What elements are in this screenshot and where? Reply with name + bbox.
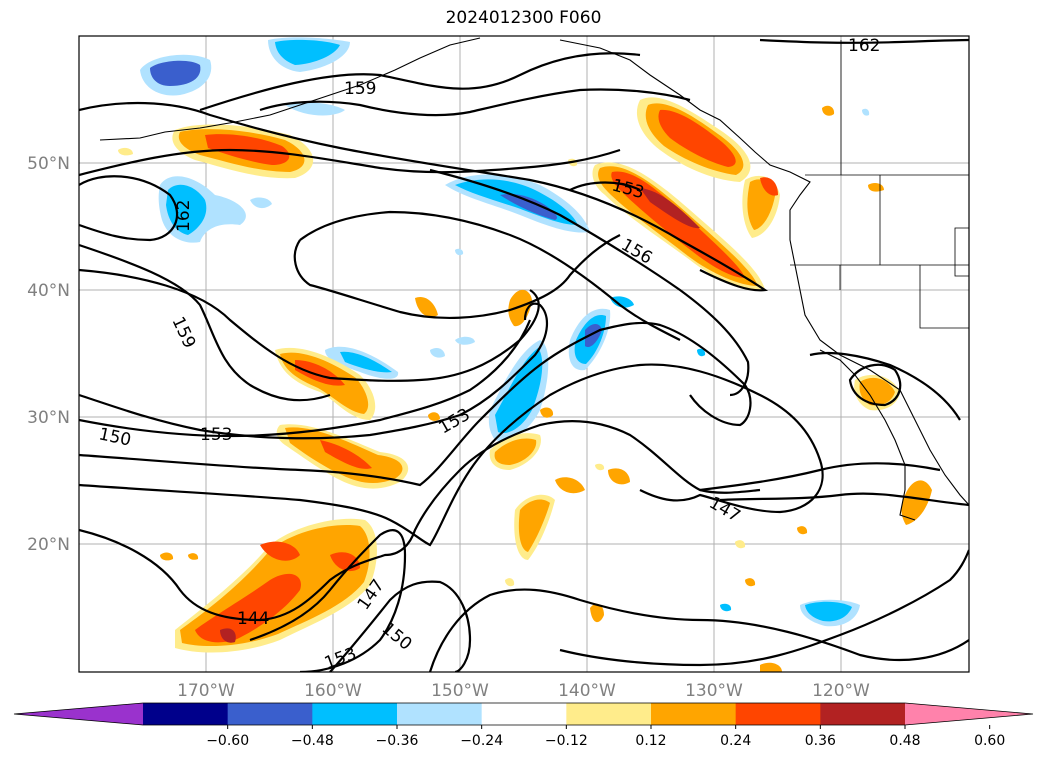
colorbar-extension-low bbox=[14, 703, 143, 725]
lat-label: 40°N bbox=[27, 281, 70, 301]
lon-label: 150°W bbox=[431, 681, 489, 701]
colorbar-segment bbox=[651, 703, 737, 725]
height-contours bbox=[79, 38, 969, 672]
colorbar-segment bbox=[227, 703, 313, 725]
colorbar-outline bbox=[13, 702, 1034, 726]
longitude-labels: 170°W 160°W 150°W 140°W 130°W 120°W bbox=[177, 681, 870, 701]
colorbar-segment bbox=[481, 703, 567, 725]
lon-label: 120°W bbox=[812, 681, 870, 701]
contour-label: 153 bbox=[200, 425, 232, 445]
colorbar-segment bbox=[312, 703, 398, 725]
lon-label: 140°W bbox=[558, 681, 616, 701]
colorbar-extension-high bbox=[905, 703, 1033, 725]
lon-label: 160°W bbox=[304, 681, 362, 701]
lat-label: 50°N bbox=[27, 154, 70, 174]
lon-label: 170°W bbox=[177, 681, 235, 701]
colorbar-tick-label: −0.48 bbox=[291, 733, 334, 749]
colorbar-segment bbox=[735, 703, 821, 725]
map-title: 2024012300 F060 bbox=[445, 8, 602, 28]
colorbar-tick-label: −0.12 bbox=[545, 733, 588, 749]
lon-label: 130°W bbox=[685, 681, 743, 701]
colorbar-tick-label: −0.24 bbox=[460, 733, 503, 749]
contour-label: 162 bbox=[174, 200, 194, 232]
colorbar-segment bbox=[820, 703, 906, 725]
colorbar-segment bbox=[143, 703, 229, 725]
colorbar-segment bbox=[397, 703, 483, 725]
colorbar: −0.60 −0.48 −0.36 −0.24 −0.12 0.12 0.24 0.36 0.4… bbox=[13, 702, 1034, 749]
colorbar-tick-label: 0.48 bbox=[889, 733, 920, 749]
contour-label: 159 bbox=[344, 79, 376, 99]
plot-border bbox=[78, 35, 970, 673]
coastlines bbox=[99, 37, 969, 521]
colorbar-tick-label: −0.36 bbox=[376, 733, 419, 749]
contour-label: 144 bbox=[237, 609, 269, 629]
colorbar-tick-label: −0.60 bbox=[206, 733, 249, 749]
colorbar-segment bbox=[566, 703, 652, 725]
contour-label: 162 bbox=[848, 36, 880, 56]
latitude-labels: 50°N 40°N 30°N 20°N bbox=[27, 154, 70, 555]
lat-label: 20°N bbox=[27, 535, 70, 555]
colorbar-tick-label: 0.60 bbox=[974, 733, 1005, 749]
colorbar-tick-label: 0.36 bbox=[805, 733, 836, 749]
colorbar-tick-label: 0.24 bbox=[720, 733, 751, 749]
lat-label: 30°N bbox=[27, 408, 70, 428]
colorbar-tick-label: 0.12 bbox=[635, 733, 666, 749]
